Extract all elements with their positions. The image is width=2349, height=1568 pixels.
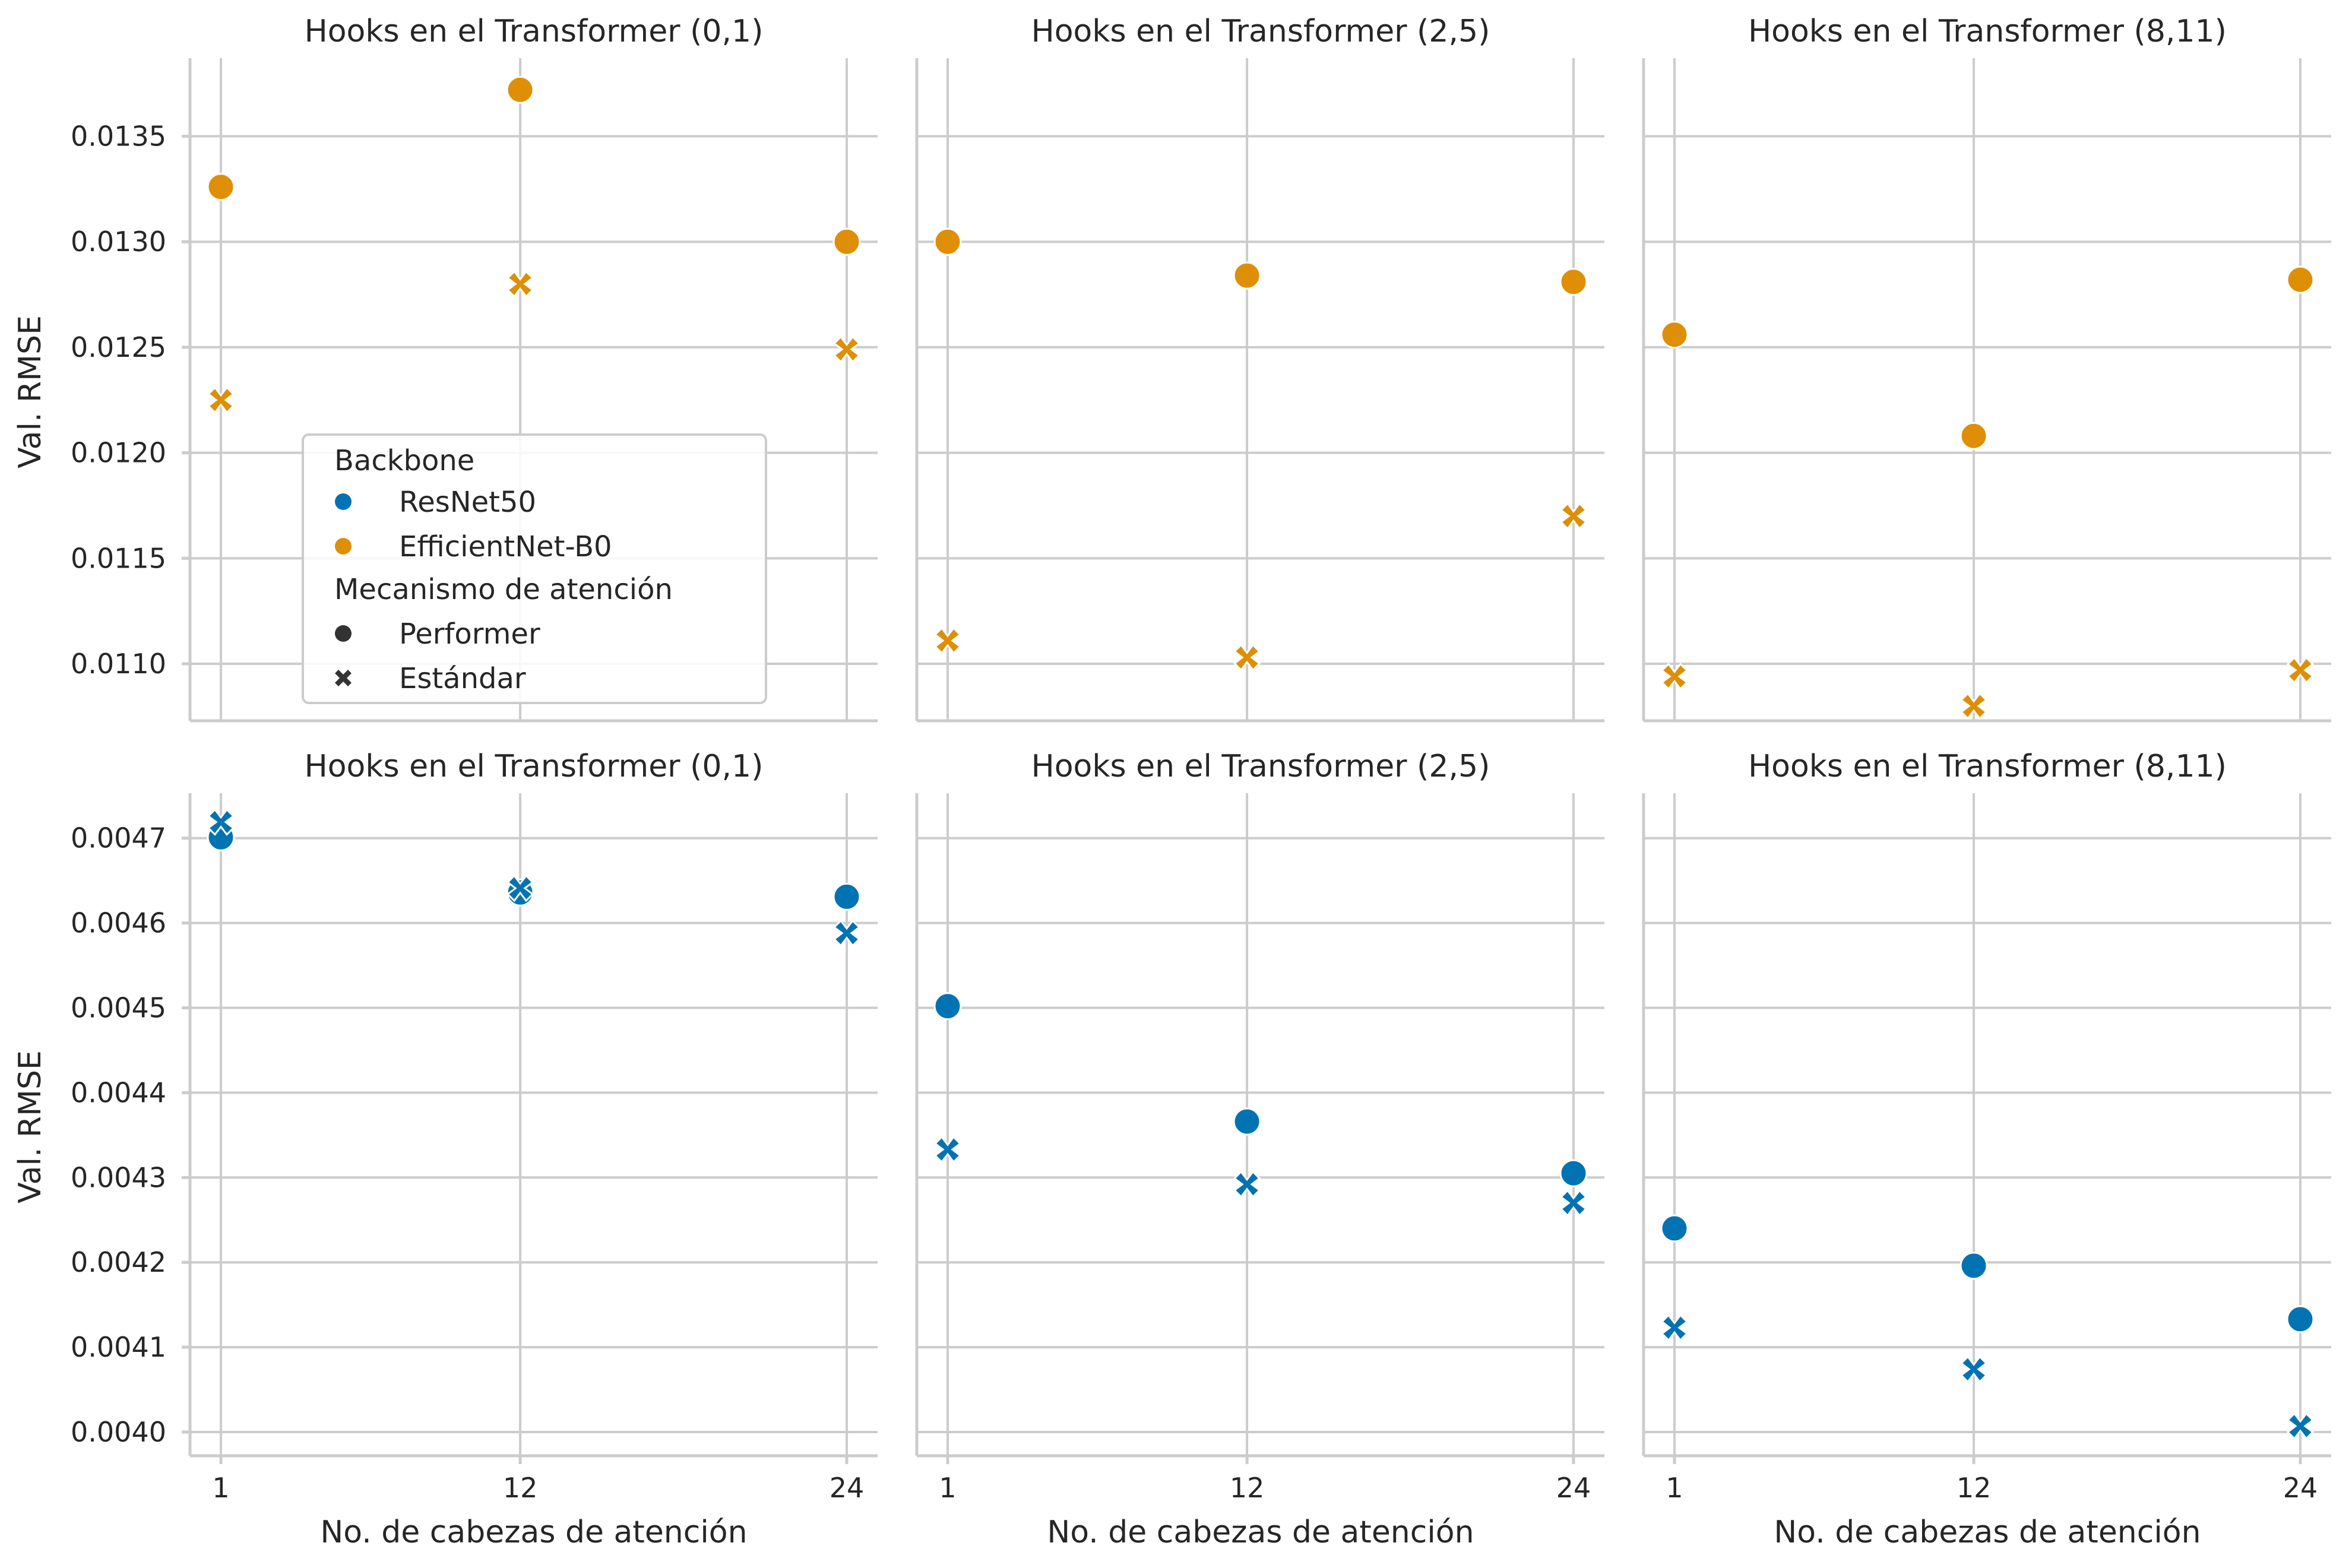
- point-performer: [2286, 1305, 2315, 1333]
- panel-title: Hooks en el Transformer (2,5): [1031, 14, 1490, 49]
- panel-title: Hooks en el Transformer (0,1): [305, 14, 764, 49]
- point-performer: [506, 75, 534, 104]
- panels-layer: 0.0110 0.0115 0.0120 0.0125 0.0130 0.0135 Hook…: [71, 14, 2331, 1504]
- point-performer: [832, 882, 861, 911]
- legend-style-title: Mecanismo de atención: [334, 573, 673, 606]
- point-estandar: [1660, 663, 1689, 690]
- point-estandar: [1559, 1189, 1588, 1217]
- point-estandar: [2286, 1412, 2315, 1440]
- point-performer: [933, 227, 962, 256]
- point-performer: [1233, 261, 1261, 290]
- point-estandar: [506, 874, 534, 902]
- point-performer: [1959, 422, 1988, 450]
- x-tick-label: 24: [830, 1472, 865, 1504]
- panel-title: Hooks en el Transformer (2,5): [1031, 749, 1490, 784]
- y-tick-label: 0.0045: [71, 992, 166, 1024]
- panel-title: Hooks en el Transformer (0,1): [305, 749, 764, 784]
- legend-marker-performer: [335, 625, 352, 642]
- point-estandar: [1959, 1355, 1988, 1383]
- y-tick-label: 0.0043: [71, 1161, 166, 1193]
- panel-r2-c1: 0.0040 0.0041 0.0042 0.0043 0.0044 0.0045 0.00…: [71, 749, 878, 1504]
- point-estandar: [506, 270, 534, 298]
- point-estandar: [207, 386, 235, 414]
- x-tick-label: 1: [1666, 1472, 1683, 1504]
- x-tick-label: 12: [1230, 1472, 1265, 1504]
- y-tick-label: 0.0135: [71, 121, 166, 153]
- legend-label-estandar: Estándar: [399, 662, 526, 695]
- legend-hue-title: Backbone: [334, 444, 474, 477]
- x-tick-label: 24: [1556, 1472, 1591, 1504]
- legend-label-resnet50: ResNet50: [399, 486, 536, 519]
- panel-r2-c3: 1 12 24 Hooks en el Transformer (8,11): [1642, 749, 2331, 1504]
- point-performer: [1559, 1159, 1588, 1187]
- legend-label-performer: Performer: [399, 617, 540, 651]
- point-performer: [1559, 268, 1588, 296]
- x-axis-label-col-1: No. de cabezas de atención: [320, 1515, 747, 1550]
- point-performer: [1660, 1214, 1689, 1243]
- y-tick-label: 0.0125: [71, 331, 166, 363]
- point-performer: [1959, 1252, 1988, 1280]
- point-estandar: [207, 808, 235, 836]
- y-tick-label: 0.0046: [71, 907, 166, 939]
- y-tick-label: 0.0047: [71, 822, 166, 854]
- x-tick-label: 12: [503, 1472, 538, 1504]
- y-tick-label: 0.0044: [71, 1076, 166, 1108]
- point-performer: [207, 173, 235, 201]
- y-axis-label-row-2: Val. RMSE: [12, 1050, 48, 1203]
- y-axis-label-row-1: Val. RMSE: [12, 315, 48, 468]
- panel-r1-c3: Hooks en el Transformer (8,11): [1642, 14, 2331, 723]
- point-performer: [2286, 265, 2315, 294]
- x-tick-label: 24: [2283, 1472, 2318, 1504]
- legend: Backbone ResNet50 EfficientNet-B0 Mecani…: [302, 433, 767, 704]
- legend-marker-estandar: [335, 670, 352, 686]
- point-estandar: [1233, 644, 1261, 671]
- x-axis-label-col-2: No. de cabezas de atención: [1047, 1515, 1474, 1550]
- y-tick-label: 0.0115: [71, 542, 166, 574]
- point-estandar: [1559, 502, 1588, 530]
- legend-frame: [302, 433, 767, 704]
- point-estandar: [832, 335, 861, 363]
- panel-r1-c2: Hooks en el Transformer (2,5): [915, 14, 1604, 723]
- y-tick-label: 0.0042: [71, 1246, 166, 1278]
- point-estandar: [1233, 1170, 1261, 1199]
- y-tick-label: 0.0120: [71, 437, 166, 469]
- y-tick-label: 0.0130: [71, 226, 166, 258]
- legend-marker-resnet50: [335, 493, 352, 510]
- point-estandar: [1959, 692, 1988, 720]
- point-performer: [1660, 321, 1689, 349]
- point-performer: [832, 227, 861, 256]
- y-tick-label: 0.0110: [71, 648, 166, 680]
- y-tick-label: 0.0041: [71, 1331, 166, 1363]
- panel-title: Hooks en el Transformer (8,11): [1748, 14, 2227, 49]
- point-estandar: [933, 626, 962, 655]
- x-axis-label-col-3: No. de cabezas de atención: [1774, 1515, 2201, 1550]
- x-tick-label: 1: [212, 1472, 229, 1504]
- legend-marker-efficientnet-b0: [335, 538, 352, 555]
- legend-label-efficientnet-b0: EfficientNet-B0: [399, 530, 612, 563]
- point-estandar: [2286, 656, 2315, 684]
- point-performer: [933, 992, 962, 1021]
- panel-title: Hooks en el Transformer (8,11): [1748, 749, 2227, 784]
- point-estandar: [933, 1135, 962, 1164]
- y-tick-label: 0.0040: [71, 1416, 166, 1448]
- point-estandar: [832, 919, 861, 948]
- point-performer: [1233, 1107, 1261, 1136]
- point-estandar: [1660, 1313, 1689, 1342]
- x-tick-label: 1: [939, 1472, 956, 1504]
- panel-r2-c2: 1 12 24 Hooks en el Transformer (2,5): [915, 749, 1604, 1504]
- x-tick-label: 12: [1957, 1472, 1992, 1504]
